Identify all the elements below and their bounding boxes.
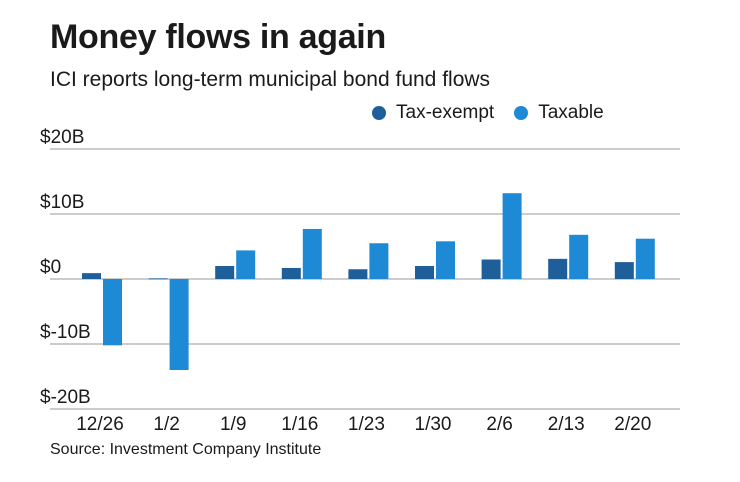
bar-taxable-1-2 xyxy=(169,279,189,370)
legend-item-taxable: Taxable xyxy=(514,102,604,124)
y-tick-label: $-10B xyxy=(40,322,91,343)
legend-label-tax-exempt: Tax-exempt xyxy=(396,102,495,123)
chart-subtitle: ICI reports long-term municipal bond fun… xyxy=(50,68,491,91)
legend: Tax-exempt Taxable xyxy=(372,102,624,124)
bar-tax-exempt-1-16 xyxy=(281,267,301,279)
bar-taxable-1-16 xyxy=(302,228,322,279)
x-tick-label: 12/26 xyxy=(76,414,124,435)
legend-item-tax-exempt: Tax-exempt xyxy=(372,102,494,124)
bar-tax-exempt-2-13 xyxy=(548,258,568,279)
x-tick-label: 1/30 xyxy=(415,414,452,435)
bar-taxable-2-20 xyxy=(635,238,655,279)
bar-tax-exempt-2-20 xyxy=(614,262,634,279)
x-tick-label: 2/13 xyxy=(548,414,585,435)
legend-label-taxable: Taxable xyxy=(538,102,604,123)
y-tick-label: $0 xyxy=(40,257,61,278)
bar-tax-exempt-1-23 xyxy=(348,269,368,279)
bar-tax-exempt-1-2 xyxy=(148,278,168,280)
x-tick-label: 1/23 xyxy=(348,414,385,435)
legend-swatch-taxable xyxy=(514,106,529,120)
chart-title: Money flows in again xyxy=(50,18,386,56)
bar-taxable-1-23 xyxy=(369,243,389,279)
bar-taxable-2-6 xyxy=(502,193,522,279)
bar-tax-exempt-1-30 xyxy=(415,266,434,279)
x-tick-label: 1/2 xyxy=(153,414,179,435)
x-tick-label: 1/16 xyxy=(281,414,318,435)
bar-taxable-1-30 xyxy=(436,241,455,279)
y-tick-label: $20B xyxy=(40,127,84,148)
legend-swatch-tax-exempt xyxy=(372,106,386,120)
y-tick-label: $10B xyxy=(40,192,84,213)
x-tick-label: 1/9 xyxy=(220,414,246,435)
bar-taxable-1-9 xyxy=(236,250,256,279)
source-note: Source: Investment Company Institute xyxy=(50,441,322,458)
bar-tax-exempt-12-26 xyxy=(82,273,101,279)
x-tick-label: 2/20 xyxy=(614,414,651,435)
bar-tax-exempt-2-6 xyxy=(481,259,501,279)
y-tick-label: $-20B xyxy=(40,387,91,408)
x-tick-label: 2/6 xyxy=(486,414,512,435)
bar-taxable-2-13 xyxy=(569,234,589,279)
bar-tax-exempt-1-9 xyxy=(215,266,235,279)
bar-taxable-12-26 xyxy=(103,279,122,346)
